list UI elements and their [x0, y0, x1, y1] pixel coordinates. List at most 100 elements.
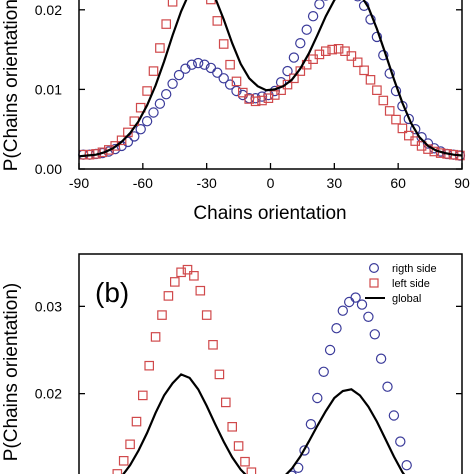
panel-b-rigth-side-point: [375, 353, 387, 364]
panel-b-left-side-point: [221, 397, 231, 408]
panel-a-marks: [78, 0, 466, 161]
panel-b-rigth-side-point: [388, 410, 400, 421]
panel-a-left-side-point: [416, 141, 427, 151]
panel-a-left-side-point: [161, 19, 171, 29]
panel-a-left-side-point: [378, 95, 389, 106]
panel-a-left-side-point: [148, 66, 159, 76]
panel-a-left-side-point: [289, 73, 299, 84]
panel-a-left-side-point: [308, 54, 318, 64]
panel-b-series-global-line: [122, 373, 406, 474]
panel-b-rigth-side-point: [305, 419, 317, 430]
panel-a-left-side-point: [225, 59, 235, 70]
panel-b-rigth-side-point: [395, 436, 406, 447]
panel-b-left-side-point: [182, 264, 193, 275]
panel-a-left-side-point: [365, 74, 376, 85]
panel-a-rigth-side-point: [410, 123, 421, 135]
panel-a-y-tick-label: 0.00: [35, 161, 62, 177]
panel-a-x-tick-label: -90: [69, 175, 89, 191]
panel-a-left-side-point: [314, 49, 325, 60]
panel-b-rigth-side-point: [324, 344, 336, 356]
panel-b-left-side-point: [195, 285, 206, 296]
panel-a-x-axis-label: Chains orientation: [193, 203, 346, 224]
panel-b-rigth-side-point: [356, 299, 368, 310]
panel-b-ticks: 0.01 0.02 0.03: [35, 298, 462, 474]
panel-a-left-side-point: [270, 90, 280, 100]
panel-a-left-side-point: [384, 106, 395, 116]
panel-a-left-side-point: [346, 51, 357, 61]
panel-b-left-side-point: [214, 369, 225, 380]
panel-a-rigth-side-point: [167, 78, 178, 90]
panel-a-left-side-point: [397, 123, 408, 134]
panel-a-rigth-side-point: [288, 52, 300, 63]
panel-b-left-side-point: [240, 456, 250, 467]
panel-b-rigth-side-point: [344, 296, 355, 308]
panel-a-rigth-side-point: [224, 79, 236, 90]
panel-b-left-side-point: [125, 439, 135, 450]
legend-entry: rigth side: [392, 263, 437, 275]
panel-b-left-side-point: [233, 441, 244, 451]
panel-a-rigth-side-point: [354, 0, 362, 2]
panel-b-rigth-side-point: [382, 381, 393, 392]
panel-a-frame: [78, 0, 463, 170]
panel-b-left-side-point: [131, 416, 142, 427]
panel-a-left-side-point: [359, 65, 369, 76]
panel-a-left-side-point: [327, 44, 337, 55]
panel-a-left-side-point: [142, 86, 152, 96]
panel-a-x-tick-label: 30: [327, 175, 343, 191]
panel-b-rigth-side-point: [331, 323, 342, 334]
panel-a-rigth-side-point: [301, 24, 312, 35]
panel-a-left-side-point: [263, 93, 274, 103]
panel-a-rigth-side-point: [371, 31, 383, 43]
panel-b-left-side-point: [150, 332, 161, 342]
panel-b-rigth-side-point: [318, 366, 329, 377]
panel-b-left-side-point: [201, 310, 212, 320]
panel-a-rigth-side-point: [122, 136, 134, 148]
panel-b-y-tick-label: 0.02: [35, 386, 62, 402]
panel-a: 0.00 0.01 0.02 -90 -60 -30 0 30 60 90 Chains orie…: [1, 0, 470, 224]
panel-a-ticks: 0.00 0.01 0.02 -90 -60 -30 0 30 60 90: [35, 2, 470, 191]
legend-marker-rigth-side: [369, 263, 380, 274]
panel-a-rigth-side-point: [141, 115, 153, 127]
panel-a-rigth-side-point: [192, 57, 204, 69]
panel-b-left-side-point: [246, 467, 257, 474]
panel-b-left-side-point: [163, 291, 174, 301]
legend: rigth side left side global: [365, 263, 437, 305]
panel-b-label: (b): [95, 277, 129, 308]
panel-a-rigth-side-point: [212, 67, 223, 78]
panel-b-frame: [78, 253, 463, 474]
panel-a-rigth-side-point: [173, 69, 185, 81]
panel-b-left-side-point: [170, 277, 180, 287]
panel-b-marks: [112, 264, 412, 474]
panel-a-left-side-point: [321, 46, 331, 56]
panel-b-left-side-point: [138, 390, 148, 401]
panel-a-left-side-point: [231, 76, 242, 87]
panel-a-left-side-point: [116, 135, 127, 146]
panel-a-y-tick-label: 0.02: [35, 2, 62, 18]
panel-b-y-tick-label: 0.01: [35, 473, 62, 474]
panel-a-left-side-point: [212, 16, 223, 26]
panel-b-rigth-side-point: [286, 470, 297, 474]
panel-a-left-side-point: [391, 114, 401, 125]
panel-a-left-side-point: [167, 0, 178, 7]
panel-a-left-side-point: [110, 141, 120, 151]
panel-a-y-axis-label: P(Chains orientation): [1, 0, 22, 171]
panel-b-left-side-point: [112, 469, 123, 474]
legend-entry: global: [392, 293, 421, 305]
panel-a-x-tick-label: -30: [197, 175, 217, 191]
panel-a-left-side-point: [352, 57, 363, 68]
panel-a-left-side-point: [218, 39, 229, 49]
panel-a-left-side-point: [155, 43, 165, 53]
panel-a-left-side-point: [282, 79, 293, 90]
panel-a-rigth-side-point: [186, 59, 197, 70]
panel-a-y-tick-label: 0.01: [35, 81, 62, 97]
panel-b-rigth-side-point: [299, 445, 310, 456]
panel-a-rigth-side-point: [403, 113, 414, 125]
panel-a-rigth-side-point: [154, 98, 166, 109]
panel-b-left-side-point: [157, 310, 167, 320]
panel-b-rigth-side-point: [337, 305, 348, 316]
panel-a-series-global-line: [78, 0, 463, 158]
panel-b-rigth-side-point: [369, 329, 380, 340]
panel-a-x-tick-label: 0: [267, 175, 275, 191]
panel-a-rigth-side-point: [282, 65, 293, 77]
legend-entry: left side: [392, 278, 430, 290]
